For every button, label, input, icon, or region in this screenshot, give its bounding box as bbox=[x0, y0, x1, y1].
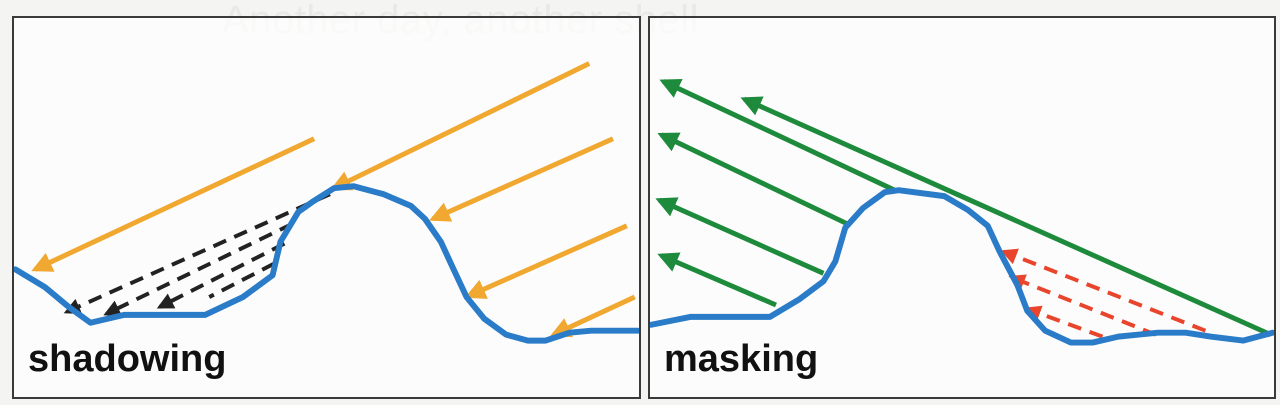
shadow-ray bbox=[208, 261, 276, 299]
visible-ray bbox=[657, 252, 777, 308]
masked-ray bbox=[1008, 274, 1157, 337]
visible-ray bbox=[659, 79, 896, 193]
light-ray bbox=[31, 136, 316, 272]
light-ray bbox=[464, 223, 628, 299]
shadow-rays bbox=[63, 192, 331, 316]
shadowing-label: shadowing bbox=[28, 338, 227, 380]
light-ray bbox=[429, 136, 614, 222]
shadow-ray bbox=[63, 192, 331, 315]
shadowing-diagram bbox=[14, 61, 639, 344]
masked-rays bbox=[1000, 248, 1207, 339]
visible-ray bbox=[657, 132, 849, 227]
masking-diagram bbox=[650, 79, 1274, 346]
incoming-light-rays bbox=[31, 61, 636, 338]
shadow-ray bbox=[156, 241, 286, 309]
masking-panel: masking bbox=[648, 16, 1276, 399]
microsurface-profile bbox=[14, 183, 639, 344]
visible-ray bbox=[655, 197, 825, 276]
shadow-ray bbox=[103, 222, 294, 316]
visible-ray bbox=[740, 96, 1272, 337]
masking-label: masking bbox=[664, 338, 819, 380]
masked-ray bbox=[1000, 248, 1207, 333]
shadowing-panel: shadowing bbox=[12, 16, 641, 399]
light-ray bbox=[330, 61, 591, 191]
masked-ray bbox=[1024, 305, 1104, 339]
microsurface-profile bbox=[650, 187, 1274, 346]
visible-rays bbox=[655, 79, 1272, 337]
light-ray bbox=[549, 294, 636, 338]
